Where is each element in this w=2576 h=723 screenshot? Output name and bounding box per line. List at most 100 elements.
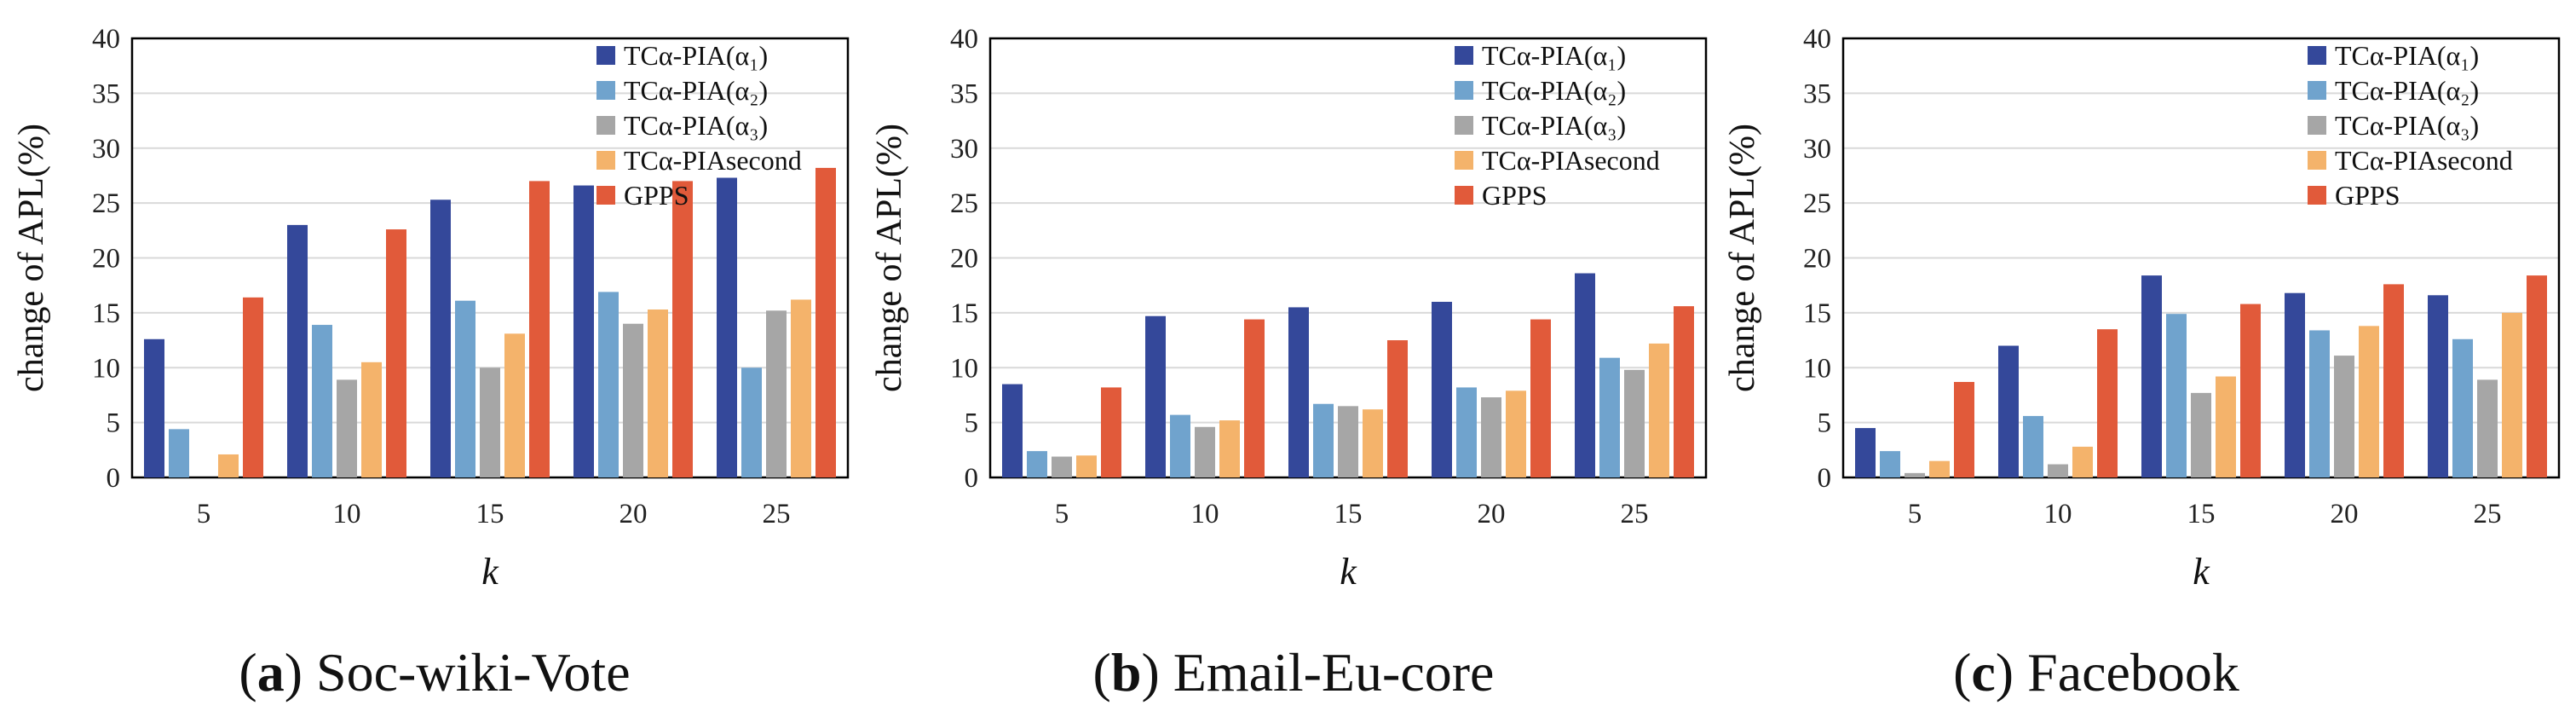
legend-label: TCα-PIAsecond <box>1482 145 1660 176</box>
legend: TCα-PIA(α₁) TCα-PIA(α₂) TCα-PIA(α₃) TCα-PIA… <box>1455 40 1660 211</box>
legend-label: TCα-PIA(α₂) <box>1482 75 1626 106</box>
bar-5-series-5 <box>1954 381 1974 477</box>
y-tick-label: 30 <box>92 134 120 165</box>
bar-5-series-1 <box>144 338 164 477</box>
bar-25-series-5 <box>1674 306 1694 477</box>
bar-10-series-2 <box>312 325 332 477</box>
y-tick-label: 10 <box>1803 353 1831 384</box>
bar-5-series-5 <box>1101 387 1121 477</box>
bar-25-series-1 <box>717 177 737 477</box>
legend-label: TCα-PIA(α₁) <box>2335 40 2479 71</box>
legend-swatch <box>1455 81 1473 100</box>
y-tick-label: 20 <box>950 244 978 275</box>
legend: TCα-PIA(α₁) TCα-PIA(α₂) TCα-PIA(α₃) TCα-PIA… <box>596 40 802 211</box>
legend-swatch <box>596 81 615 100</box>
bar-25-series-4 <box>2502 312 2522 477</box>
bar-25-series-5 <box>815 167 836 478</box>
caption-letter: a <box>257 642 285 703</box>
y-tick-label: 40 <box>950 24 978 55</box>
legend-label: GPPS <box>2335 180 2400 211</box>
bar-15-series-2 <box>1313 403 1334 477</box>
legend-label: TCα-PIA(α₃) <box>2335 110 2479 141</box>
bar-15-series-1 <box>1288 307 1309 477</box>
panel-caption: (b) Email-Eu-core <box>1093 642 1495 703</box>
x-tick-label: 10 <box>1191 499 1219 529</box>
bar-15-series-5 <box>1387 340 1408 477</box>
bar-10-series-4 <box>361 362 382 477</box>
x-tick-label: 15 <box>2187 499 2216 529</box>
y-tick-label: 35 <box>1803 78 1831 109</box>
legend-swatch <box>2308 81 2326 100</box>
bar-25-series-2 <box>1599 357 1620 477</box>
bar-20-series-3 <box>1481 397 1501 477</box>
x-tick-label: 15 <box>476 499 504 529</box>
bar-25-series-5 <box>2527 275 2547 477</box>
bar-5-series-4 <box>218 454 239 477</box>
y-tick-label: 30 <box>1803 134 1831 165</box>
caption-title: Facebook <box>2027 642 2239 703</box>
bar-20-series-3 <box>623 323 643 477</box>
bar-5-series-3 <box>1905 472 1925 477</box>
bar-10-series-1 <box>1998 345 2019 477</box>
y-tick-label: 10 <box>950 353 978 384</box>
bar-10-series-3 <box>2048 464 2068 477</box>
y-tick-label: 0 <box>107 463 121 494</box>
bar-25-series-1 <box>2428 295 2448 477</box>
chart-panel-b: 0 5 10 15 20 25 30 35 40 5 10 15 20 25 k change of APL(… <box>870 24 1708 703</box>
x-axis-label: k <box>2193 551 2210 593</box>
bar-15-series-1 <box>430 200 451 477</box>
bar-15-series-2 <box>2166 314 2187 477</box>
bar-15-series-1 <box>2141 275 2162 477</box>
bar-5-series-5 <box>243 297 263 477</box>
bar-25-series-3 <box>1624 369 1645 477</box>
legend-label: TCα-PIA(α₁) <box>1482 40 1626 71</box>
y-tick-label: 15 <box>1803 298 1831 329</box>
bar-10-series-2 <box>1170 414 1190 477</box>
y-axis-label: change of APL(%) <box>1723 124 1762 392</box>
legend-swatch <box>1455 46 1473 65</box>
y-tick-label: 20 <box>1803 244 1831 275</box>
caption-title: Email-Eu-core <box>1173 642 1495 703</box>
bar-10-series-5 <box>1244 319 1265 477</box>
bar-5-series-4 <box>1929 460 1950 477</box>
legend-label: TCα-PIA(α₂) <box>2335 75 2479 106</box>
bar-25-series-3 <box>2477 379 2498 477</box>
bar-25-series-4 <box>791 299 811 477</box>
x-tick-label: 10 <box>333 499 361 529</box>
legend-swatch <box>2308 186 2326 205</box>
bar-15-series-2 <box>455 300 475 477</box>
bar-10-series-5 <box>386 229 406 477</box>
bar-10-series-4 <box>1219 420 1240 477</box>
y-tick-label: 15 <box>92 298 120 329</box>
bar-5-series-4 <box>1076 455 1097 477</box>
bar-5-series-3 <box>1052 456 1072 477</box>
y-tick-label: 5 <box>1818 408 1832 439</box>
legend-swatch <box>596 186 615 205</box>
y-tick-label: 0 <box>965 463 979 494</box>
bar-20-series-5 <box>1530 319 1551 477</box>
y-axis-label: change of APL(%) <box>870 124 909 392</box>
x-tick-label: 5 <box>197 499 211 529</box>
bar-20-series-2 <box>2309 330 2330 477</box>
bar-15-series-3 <box>2191 392 2211 477</box>
y-tick-label: 15 <box>950 298 978 329</box>
bar-10-series-1 <box>287 224 308 477</box>
bar-10-series-2 <box>2023 415 2043 477</box>
legend-swatch <box>1455 151 1473 170</box>
legend-swatch <box>1455 186 1473 205</box>
legend-label: TCα-PIAsecond <box>624 145 802 176</box>
legend-label: TCα-PIAsecond <box>2335 145 2513 176</box>
chart-panel-c: 0 5 10 15 20 25 30 35 40 5 10 15 20 25 k change of APL(… <box>1723 24 2561 703</box>
bar-20-series-4 <box>1506 390 1526 477</box>
bar-15-series-5 <box>529 181 550 477</box>
x-tick-label: 15 <box>1334 499 1363 529</box>
bar-20-series-5 <box>672 181 693 477</box>
legend-swatch <box>2308 151 2326 170</box>
bar-20-series-5 <box>2383 284 2404 477</box>
y-tick-label: 25 <box>1803 188 1831 219</box>
legend-swatch <box>1455 116 1473 135</box>
bar-25-series-2 <box>741 367 762 477</box>
bar-15-series-5 <box>2240 304 2261 477</box>
bar-10-series-5 <box>2097 329 2118 477</box>
